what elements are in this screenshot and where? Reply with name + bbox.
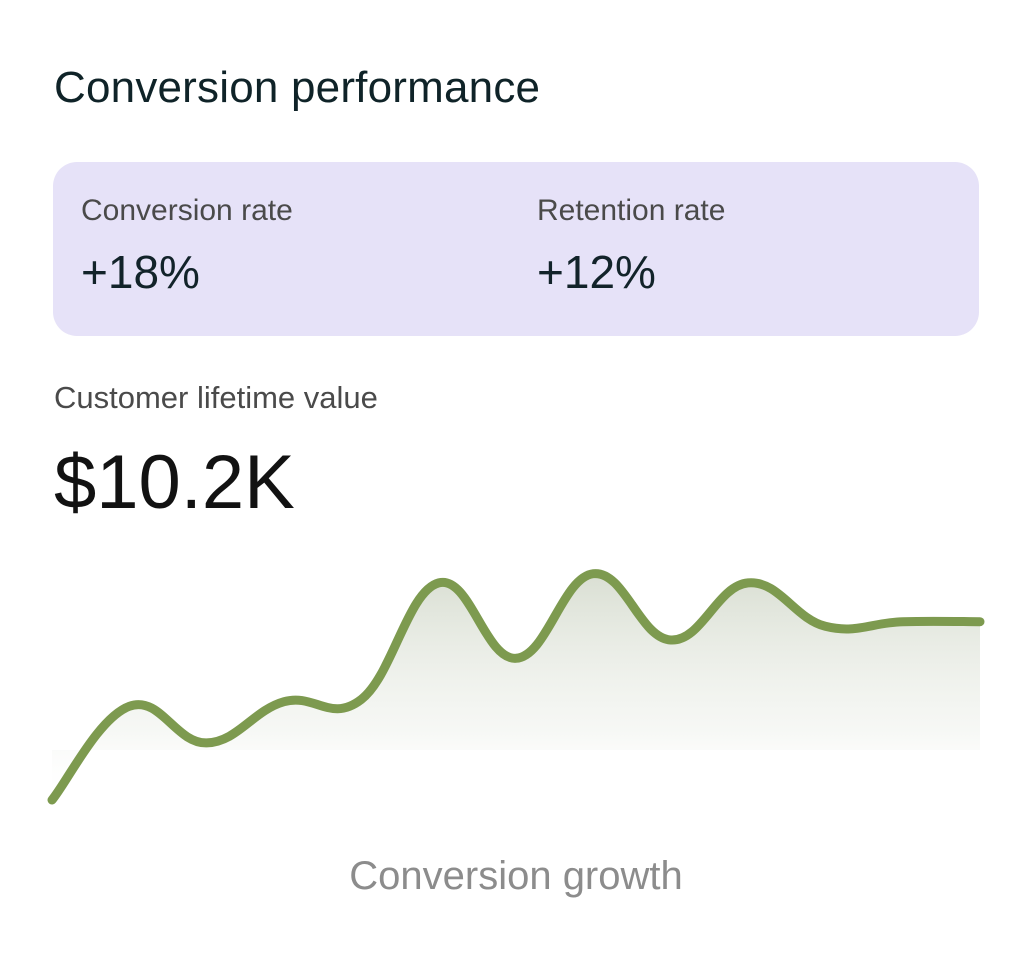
stat-value: +18%	[81, 246, 200, 298]
conversion-growth-chart	[47, 569, 985, 805]
stats-card: Conversion rate +18% Retention rate +12%	[53, 162, 979, 336]
stat-value: +12%	[537, 246, 656, 298]
chart-area-fill	[52, 573, 980, 800]
chart-series-line	[47, 569, 985, 805]
chart-caption: Conversion growth	[349, 854, 683, 898]
stat-label: Retention rate	[537, 194, 726, 227]
page-title: Conversion performance	[54, 63, 541, 112]
metric-label: Customer lifetime value	[54, 380, 378, 415]
stat-label: Conversion rate	[81, 194, 293, 227]
metric-value: $10.2K	[54, 440, 295, 525]
